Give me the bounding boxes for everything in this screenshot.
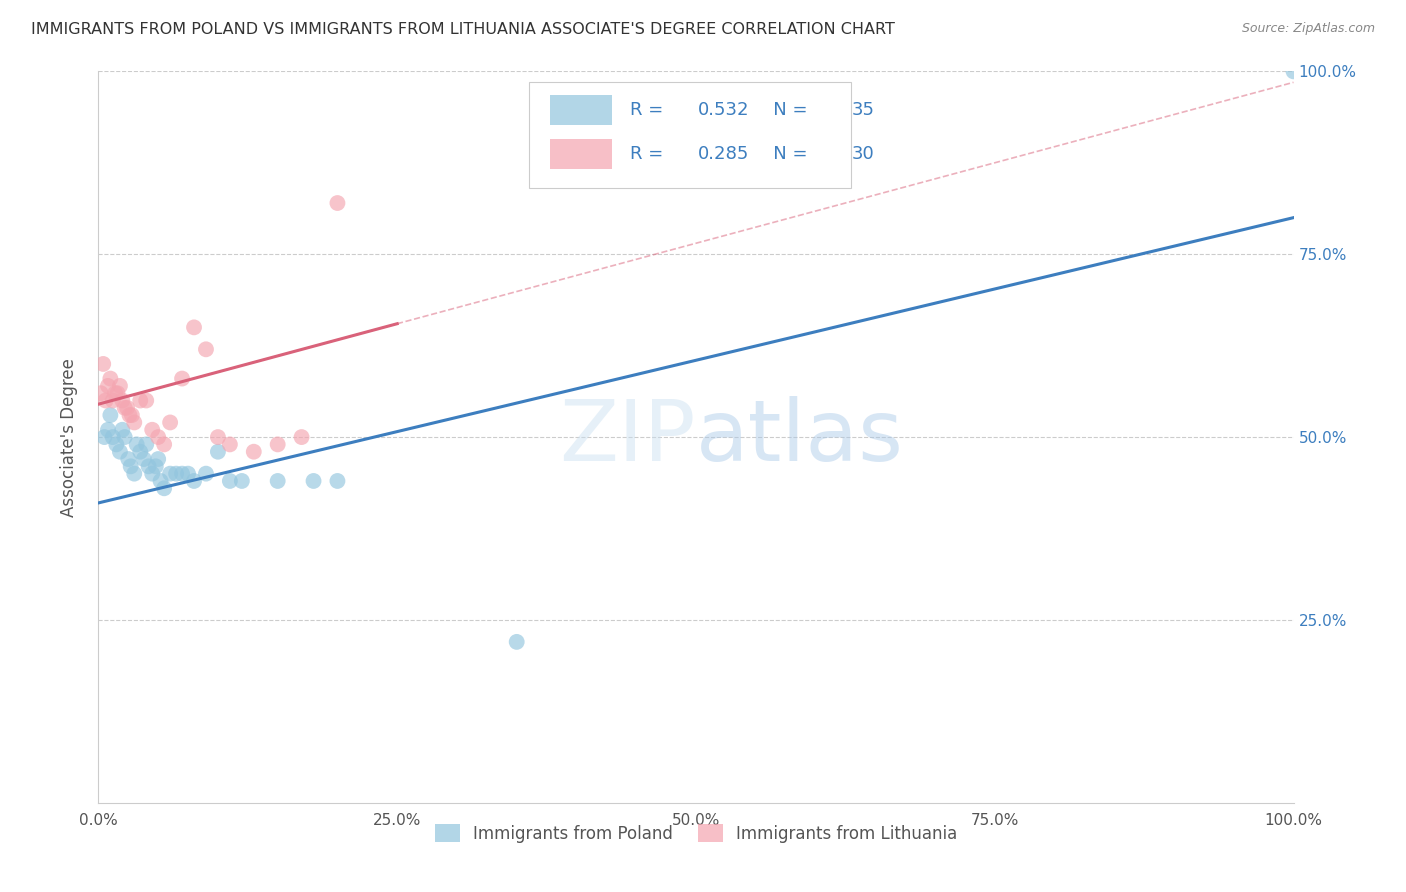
Text: 35: 35 [852,101,875,120]
Point [326,474,349,488]
Point [105,437,128,451]
Point [183,474,205,488]
Text: R =: R = [630,101,669,120]
Text: IMMIGRANTS FROM POLAND VS IMMIGRANTS FROM LITHUANIA ASSOCIATE'S DEGREE CORRELATI: IMMIGRANTS FROM POLAND VS IMMIGRANTS FRO… [31,22,894,37]
Point [148,452,170,467]
Point [141,467,163,481]
Point [117,452,139,467]
Point [107,386,129,401]
Text: Source: ZipAtlas.com: Source: ZipAtlas.com [1241,22,1375,36]
Point [267,474,290,488]
Point [153,481,176,495]
Point [120,459,142,474]
Point [172,371,194,385]
Text: 0.285: 0.285 [699,145,749,163]
Text: N =: N = [756,145,813,163]
Point [302,474,325,488]
Point [101,430,124,444]
Point [93,430,115,444]
Point [129,444,152,458]
Point [98,408,122,422]
Point [195,343,218,357]
Point [1282,64,1305,78]
Point [267,437,290,451]
Text: 30: 30 [852,145,875,163]
Point [114,430,136,444]
Point [159,416,181,430]
Point [125,437,148,451]
Text: N =: N = [756,101,813,120]
Point [108,444,131,458]
Point [291,430,314,444]
Point [243,444,266,458]
Point [97,423,120,437]
Point [219,474,242,488]
Point [124,416,146,430]
Legend: Immigrants from Poland, Immigrants from Lithuania: Immigrants from Poland, Immigrants from … [427,818,965,849]
Point [231,474,253,488]
Point [91,357,114,371]
Point [118,408,141,422]
Point [149,474,172,488]
FancyBboxPatch shape [550,139,613,169]
Point [135,437,157,451]
Point [148,430,170,444]
Point [101,393,124,408]
FancyBboxPatch shape [550,95,613,125]
Point [207,444,229,458]
Point [141,423,163,437]
Point [172,467,194,481]
Point [94,393,117,408]
Point [138,459,160,474]
Point [124,467,146,481]
Point [129,393,152,408]
Text: 0.532: 0.532 [699,101,749,120]
Point [165,467,187,481]
Point [121,408,143,422]
Point [132,452,155,467]
Text: ZIP: ZIP [560,395,696,479]
Point [145,459,167,474]
Y-axis label: Associate's Degree: Associate's Degree [59,358,77,516]
Point [135,393,157,408]
Text: atlas: atlas [696,395,904,479]
Point [111,393,134,408]
Point [153,437,176,451]
Point [177,467,200,481]
Point [506,635,529,649]
Point [90,386,112,401]
Text: R =: R = [630,145,669,163]
Point [115,401,138,415]
Point [111,423,134,437]
FancyBboxPatch shape [529,82,852,188]
Point [97,379,120,393]
Point [326,196,349,211]
Point [183,320,205,334]
Point [195,467,218,481]
Point [104,386,127,401]
Point [114,401,136,415]
Point [108,379,131,393]
Point [98,371,122,385]
Point [159,467,181,481]
Point [219,437,242,451]
Point [207,430,229,444]
